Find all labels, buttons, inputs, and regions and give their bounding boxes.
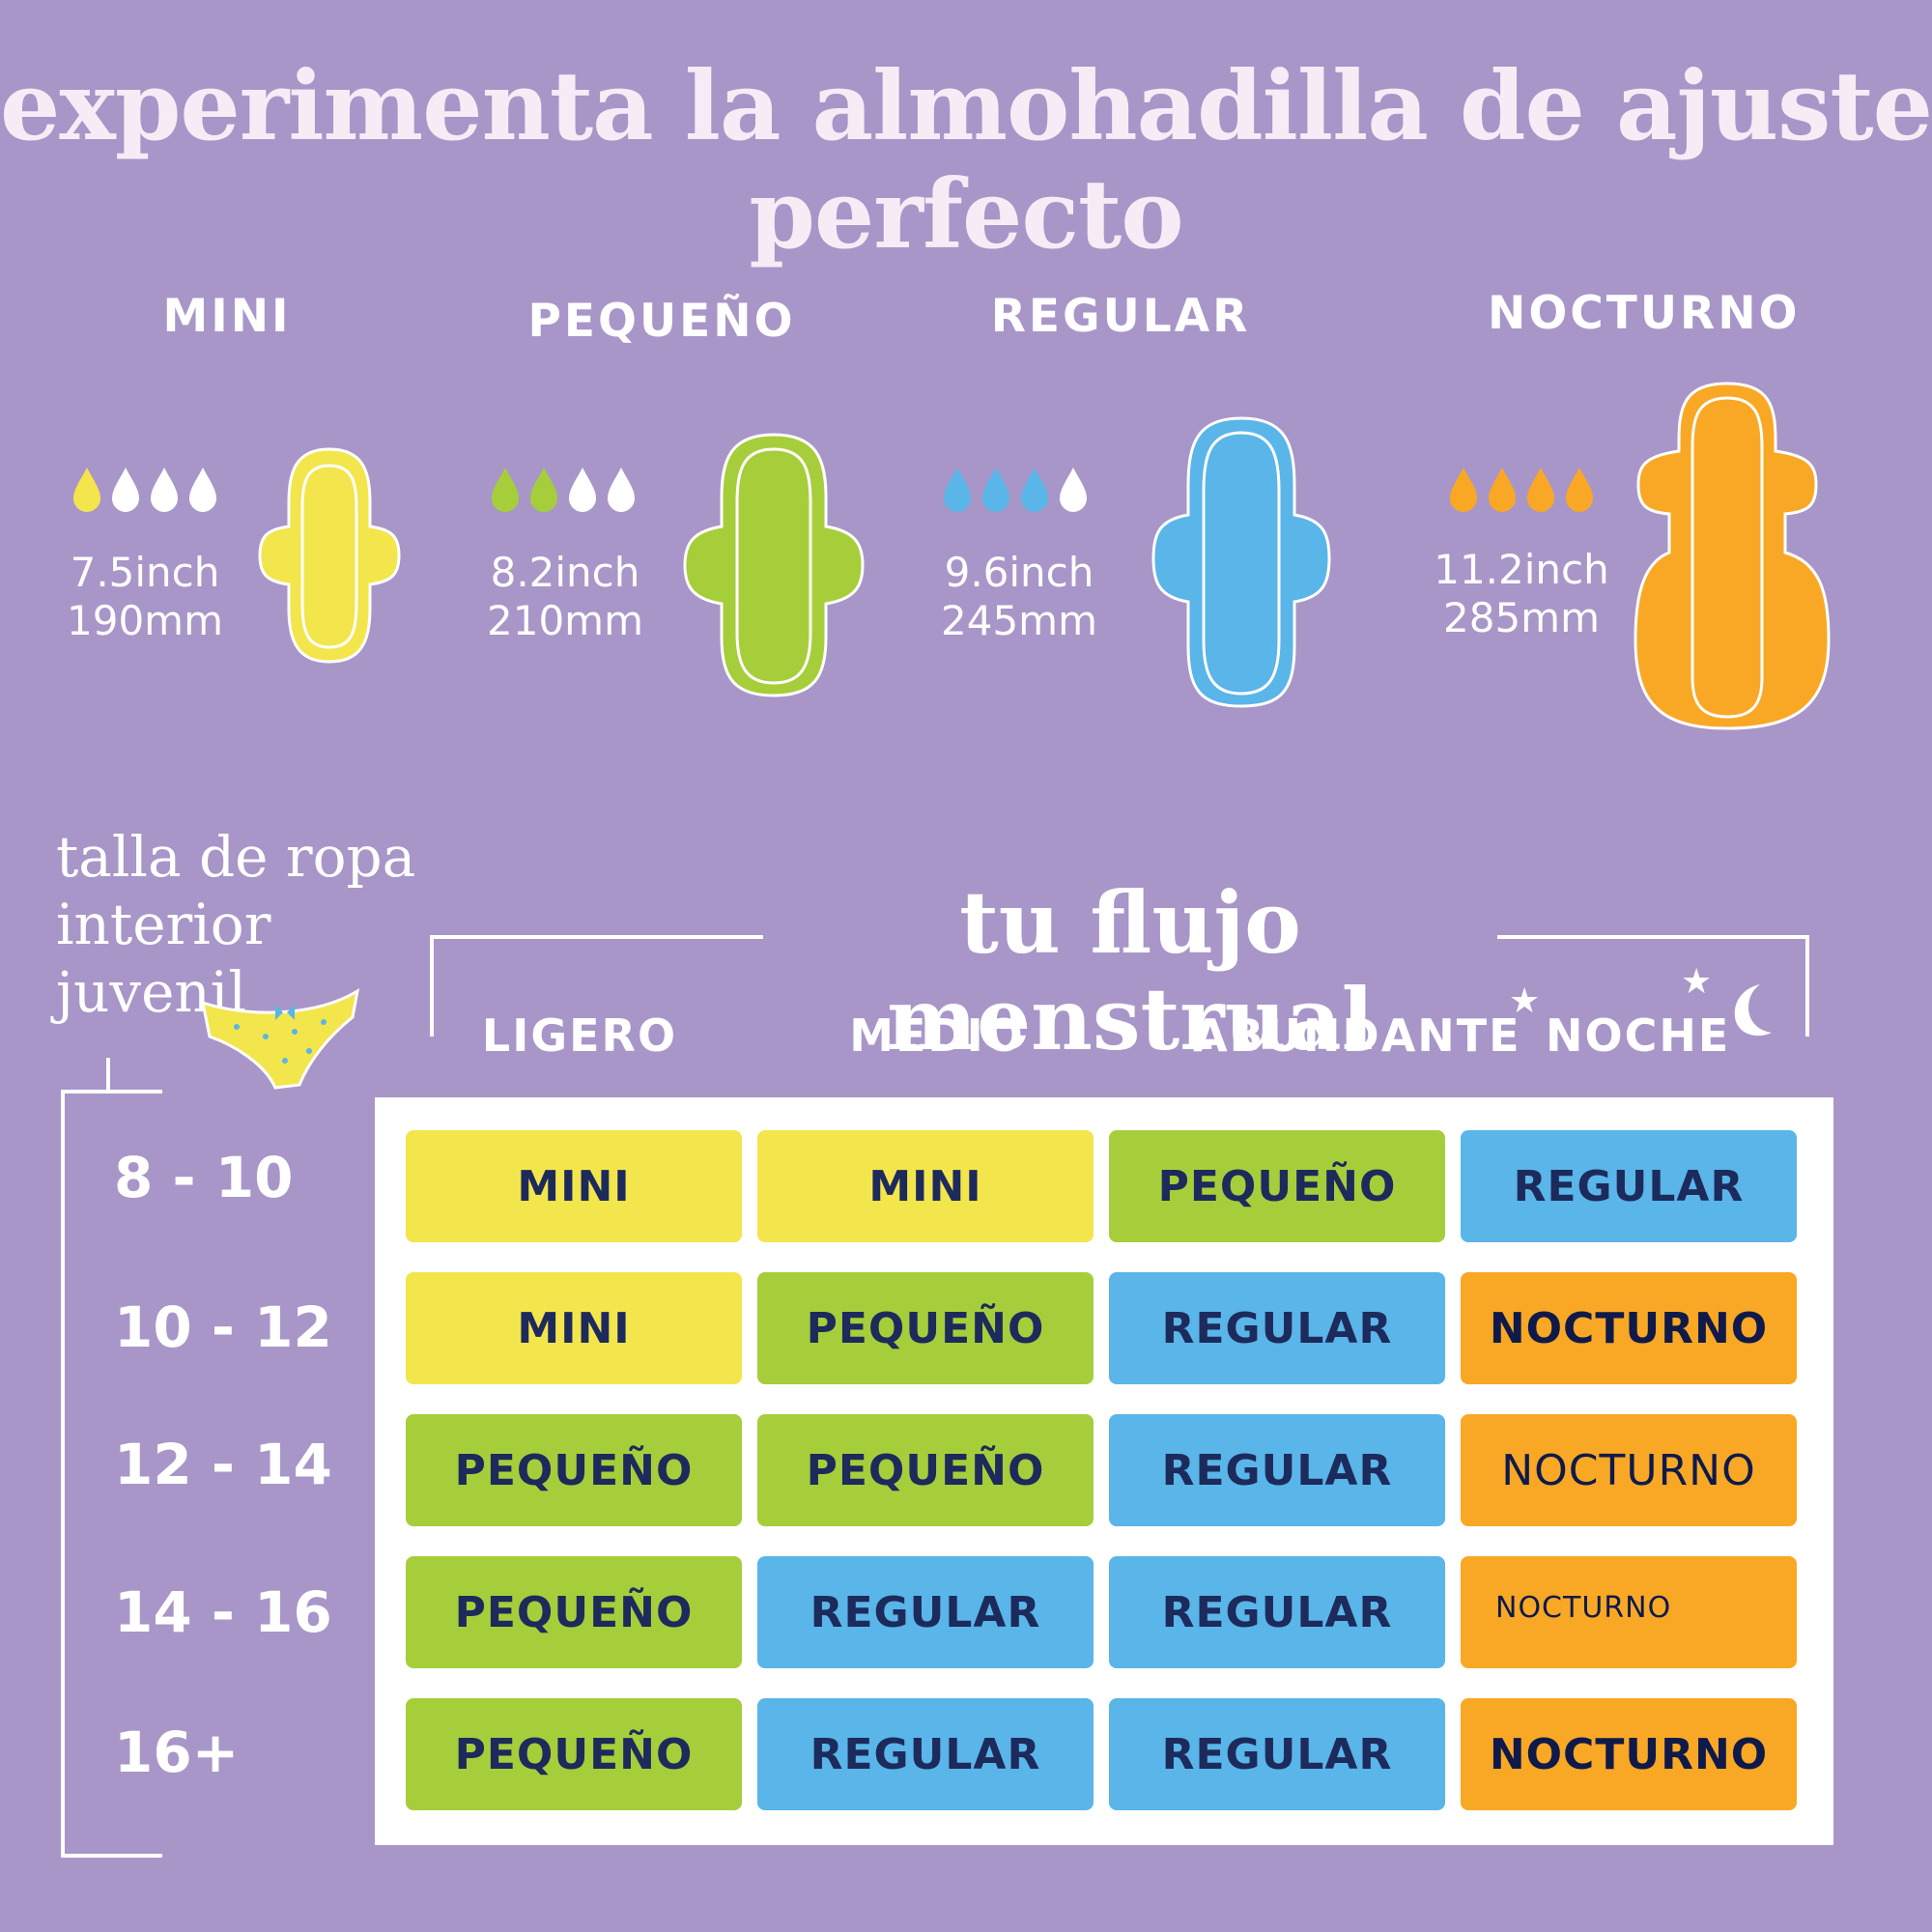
size-bracket xyxy=(61,1090,162,1858)
table-cell: REGULAR xyxy=(757,1698,1094,1810)
pad-length-mm: 245mm xyxy=(941,597,1097,644)
column-header-abundante: ABUNDANTE xyxy=(1193,1009,1521,1062)
absorbency-drops-pequeno xyxy=(492,468,635,512)
table-cell: REGULAR xyxy=(1461,1130,1797,1242)
table-cell: PEQUEÑO xyxy=(406,1414,742,1526)
drop-empty-icon xyxy=(569,468,596,512)
table-cell: PEQUEÑO xyxy=(406,1556,742,1668)
drop-empty-icon xyxy=(1060,468,1087,512)
pad-illustration-pequeno xyxy=(683,433,865,697)
table-cell: NOCTURNO xyxy=(1461,1414,1797,1526)
table-cell: MINI xyxy=(406,1272,742,1384)
size-label-row-4: 14 - 16 xyxy=(114,1579,332,1645)
pad-measure-mini: 7.5inch 190mm xyxy=(58,549,232,645)
drop-filled-icon xyxy=(73,468,100,512)
absorbency-drops-nocturno xyxy=(1450,468,1593,512)
table-cell: NOCTURNO xyxy=(1461,1556,1797,1668)
table-cell: PEQUEÑO xyxy=(406,1698,742,1810)
size-label-row-5: 16+ xyxy=(114,1719,240,1785)
drop-empty-icon xyxy=(112,468,139,512)
table-cell: PEQUEÑO xyxy=(757,1414,1094,1526)
table-cell: REGULAR xyxy=(1109,1556,1445,1668)
star-icon: ★ xyxy=(1681,961,1713,1001)
underwear-size-label: talla de ropa interior juvenil xyxy=(56,823,415,1026)
drop-filled-icon xyxy=(1527,468,1554,512)
drop-filled-icon xyxy=(1021,468,1048,512)
column-header-medio: MEDIO xyxy=(849,1009,1025,1062)
pad-measure-pequeno: 8.2inch 210mm xyxy=(478,549,652,645)
underwear-icon xyxy=(201,988,360,1090)
drop-empty-icon xyxy=(189,468,216,512)
table-cell: PEQUEÑO xyxy=(1109,1130,1445,1242)
drop-filled-icon xyxy=(1566,468,1593,512)
page-title: experimenta la almohadilla de ajuste per… xyxy=(0,53,1932,270)
absorbency-drops-mini xyxy=(73,468,216,512)
star-icon: ★ xyxy=(1509,980,1541,1020)
title-line-2: perfecto xyxy=(749,159,1183,270)
drop-filled-icon xyxy=(1489,468,1516,512)
table-cell: MINI xyxy=(757,1130,1094,1242)
drop-empty-icon xyxy=(151,468,178,512)
pad-length-inch: 8.2inch xyxy=(490,549,640,596)
underwear-label-line-2: interior xyxy=(56,892,271,957)
column-header-ligero: LIGERO xyxy=(481,1009,678,1062)
pad-illustration-regular xyxy=(1151,416,1331,708)
pad-name-nocturno: NOCTURNO xyxy=(1488,287,1801,340)
drop-filled-icon xyxy=(530,468,557,512)
drop-filled-icon xyxy=(492,468,519,512)
column-header-noche: NOCHE xyxy=(1546,1009,1731,1062)
pad-length-inch: 11.2inch xyxy=(1434,546,1609,593)
drop-filled-icon xyxy=(944,468,971,512)
pad-name-regular: REGULAR xyxy=(990,290,1251,343)
table-cell: REGULAR xyxy=(1109,1272,1445,1384)
pad-length-inch: 7.5inch xyxy=(70,549,220,596)
pad-length-inch: 9.6inch xyxy=(944,549,1094,596)
pad-measure-regular: 9.6inch 245mm xyxy=(927,549,1111,645)
pad-length-mm: 210mm xyxy=(487,597,643,644)
pad-name-pequeno: PEQUEÑO xyxy=(527,295,796,348)
absorbency-drops-regular xyxy=(944,468,1087,512)
table-cell: PEQUEÑO xyxy=(757,1272,1094,1384)
table-cell: REGULAR xyxy=(757,1556,1094,1668)
drop-empty-icon xyxy=(608,468,635,512)
pad-name-mini: MINI xyxy=(162,290,292,343)
size-label-row-3: 12 - 14 xyxy=(114,1432,332,1497)
size-label-row-2: 10 - 12 xyxy=(114,1294,332,1360)
flow-title: tu flujo menstrual xyxy=(763,874,1497,1067)
moon-icon xyxy=(1734,984,1772,1037)
pad-length-mm: 190mm xyxy=(67,597,223,644)
drop-filled-icon xyxy=(1450,468,1477,512)
table-cell: REGULAR xyxy=(1109,1698,1445,1810)
title-line-1: experimenta la almohadilla de ajuste xyxy=(0,51,1932,162)
table-cell: NOCTURNO xyxy=(1461,1698,1797,1810)
table-cell: NOCTURNO xyxy=(1461,1272,1797,1384)
pad-illustration-nocturno xyxy=(1634,382,1831,730)
pad-measure-nocturno: 11.2inch 285mm xyxy=(1425,546,1618,642)
size-bracket-tick xyxy=(106,1058,110,1092)
table-cell: REGULAR xyxy=(1109,1414,1445,1526)
table-cell: MINI xyxy=(406,1130,742,1242)
pad-length-mm: 285mm xyxy=(1443,594,1600,641)
pad-illustration-mini xyxy=(258,447,401,664)
size-label-row-1: 8 - 10 xyxy=(114,1145,294,1210)
drop-filled-icon xyxy=(982,468,1009,512)
underwear-label-line-1: talla de ropa xyxy=(56,824,416,890)
